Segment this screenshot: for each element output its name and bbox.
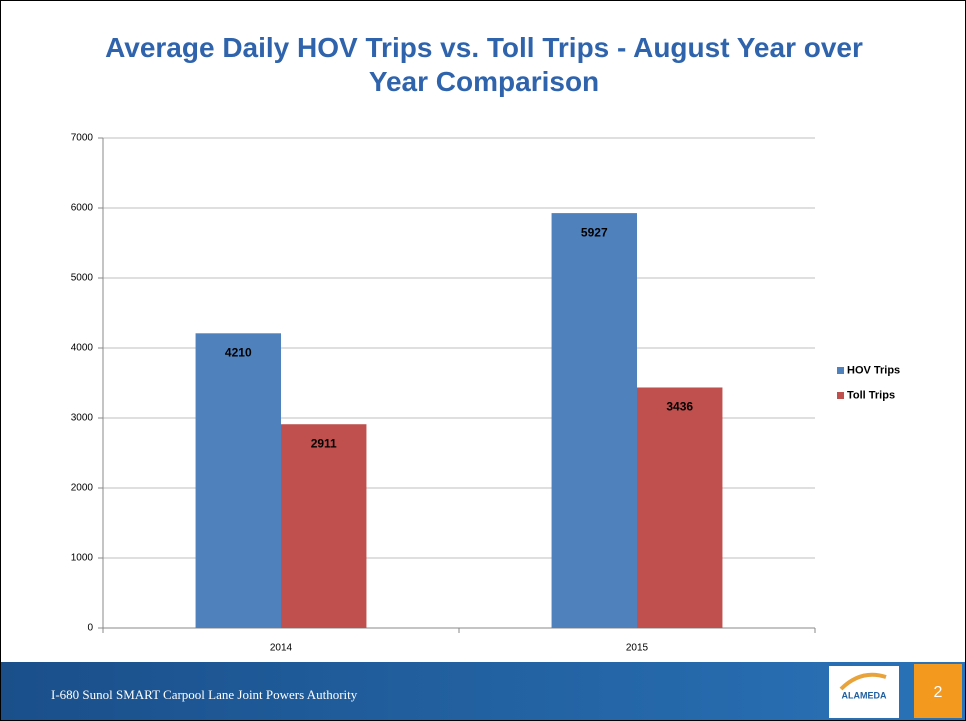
y-tick-label: 1000	[71, 553, 94, 564]
legend-swatch	[837, 392, 844, 399]
y-tick-label: 0	[87, 623, 93, 634]
bar	[195, 333, 281, 628]
x-tick-label: 2015	[626, 643, 649, 654]
x-tick-label: 2014	[270, 643, 293, 654]
bar	[281, 424, 367, 628]
y-tick-label: 6000	[71, 203, 94, 214]
y-tick-label: 2000	[71, 483, 94, 494]
legend-swatch	[837, 367, 844, 374]
legend-label: HOV Trips	[847, 364, 900, 376]
page-number: 2	[934, 684, 943, 701]
y-tick-label: 4000	[71, 343, 94, 354]
data-label: 3436	[666, 400, 693, 414]
page-box	[914, 664, 962, 718]
bar	[551, 213, 637, 629]
footer-band	[1, 662, 965, 720]
legend-label: Toll Trips	[847, 389, 895, 401]
bar	[637, 387, 723, 628]
data-label: 4210	[225, 345, 252, 359]
chart-title: Average Daily HOV Trips vs. Toll Trips -…	[105, 32, 863, 97]
data-label: 5927	[581, 225, 608, 239]
y-tick-label: 7000	[71, 133, 94, 144]
y-tick-label: 3000	[71, 413, 94, 424]
logo-arc	[839, 672, 887, 691]
footer-text: I-680 Sunol SMART Carpool Lane Joint Pow…	[51, 687, 358, 702]
y-tick-label: 5000	[71, 273, 94, 284]
data-label: 2911	[311, 436, 337, 450]
logo-text: ALAMEDA	[842, 690, 887, 700]
